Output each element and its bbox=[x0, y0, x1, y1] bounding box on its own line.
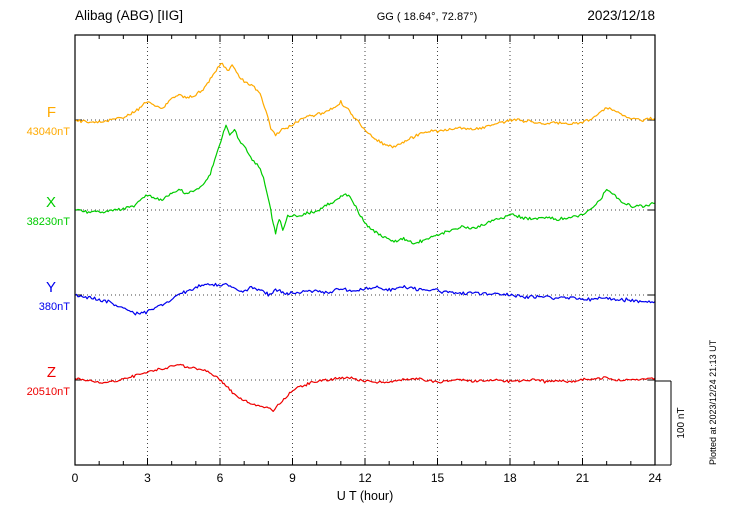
trace-Z bbox=[74, 363, 656, 412]
channel-label-F: F bbox=[47, 104, 56, 121]
x-axis-label: U T (hour) bbox=[337, 489, 394, 503]
x-tick-label: 0 bbox=[72, 471, 79, 485]
baseline-value-F: 43040nT bbox=[27, 126, 71, 138]
x-tick-label: 12 bbox=[358, 471, 372, 485]
x-tick-label: 24 bbox=[648, 471, 662, 485]
x-tick-label: 18 bbox=[503, 471, 517, 485]
baseline-value-Y: 380nT bbox=[39, 301, 70, 313]
x-tick-label: 21 bbox=[576, 471, 590, 485]
plot-border bbox=[74, 34, 656, 466]
trace-F bbox=[74, 62, 656, 149]
x-tick-label: 3 bbox=[144, 471, 151, 485]
x-tick-label: 6 bbox=[217, 471, 224, 485]
geo-coordinates: GG ( 18.64°, 72.87°) bbox=[376, 11, 478, 23]
scale-bar-label: 100 nT bbox=[676, 407, 687, 438]
channel-label-Z: Z bbox=[47, 364, 56, 381]
baseline-value-Z: 20510nT bbox=[27, 386, 71, 398]
plotted-at-note: Plotted at 2023/12/24 21:13 UT bbox=[708, 339, 718, 465]
trace-Y bbox=[74, 282, 656, 316]
channel-label-Y: Y bbox=[46, 279, 56, 296]
trace-X bbox=[75, 124, 656, 245]
x-tick-label: 9 bbox=[289, 471, 296, 485]
channel-label-X: X bbox=[46, 194, 56, 211]
station-title: Alibag (ABG) [IIG] bbox=[75, 8, 184, 23]
baseline-value-X: 38230nT bbox=[27, 216, 71, 228]
x-tick-label: 15 bbox=[431, 471, 445, 485]
plot-date: 2023/12/18 bbox=[587, 8, 655, 23]
